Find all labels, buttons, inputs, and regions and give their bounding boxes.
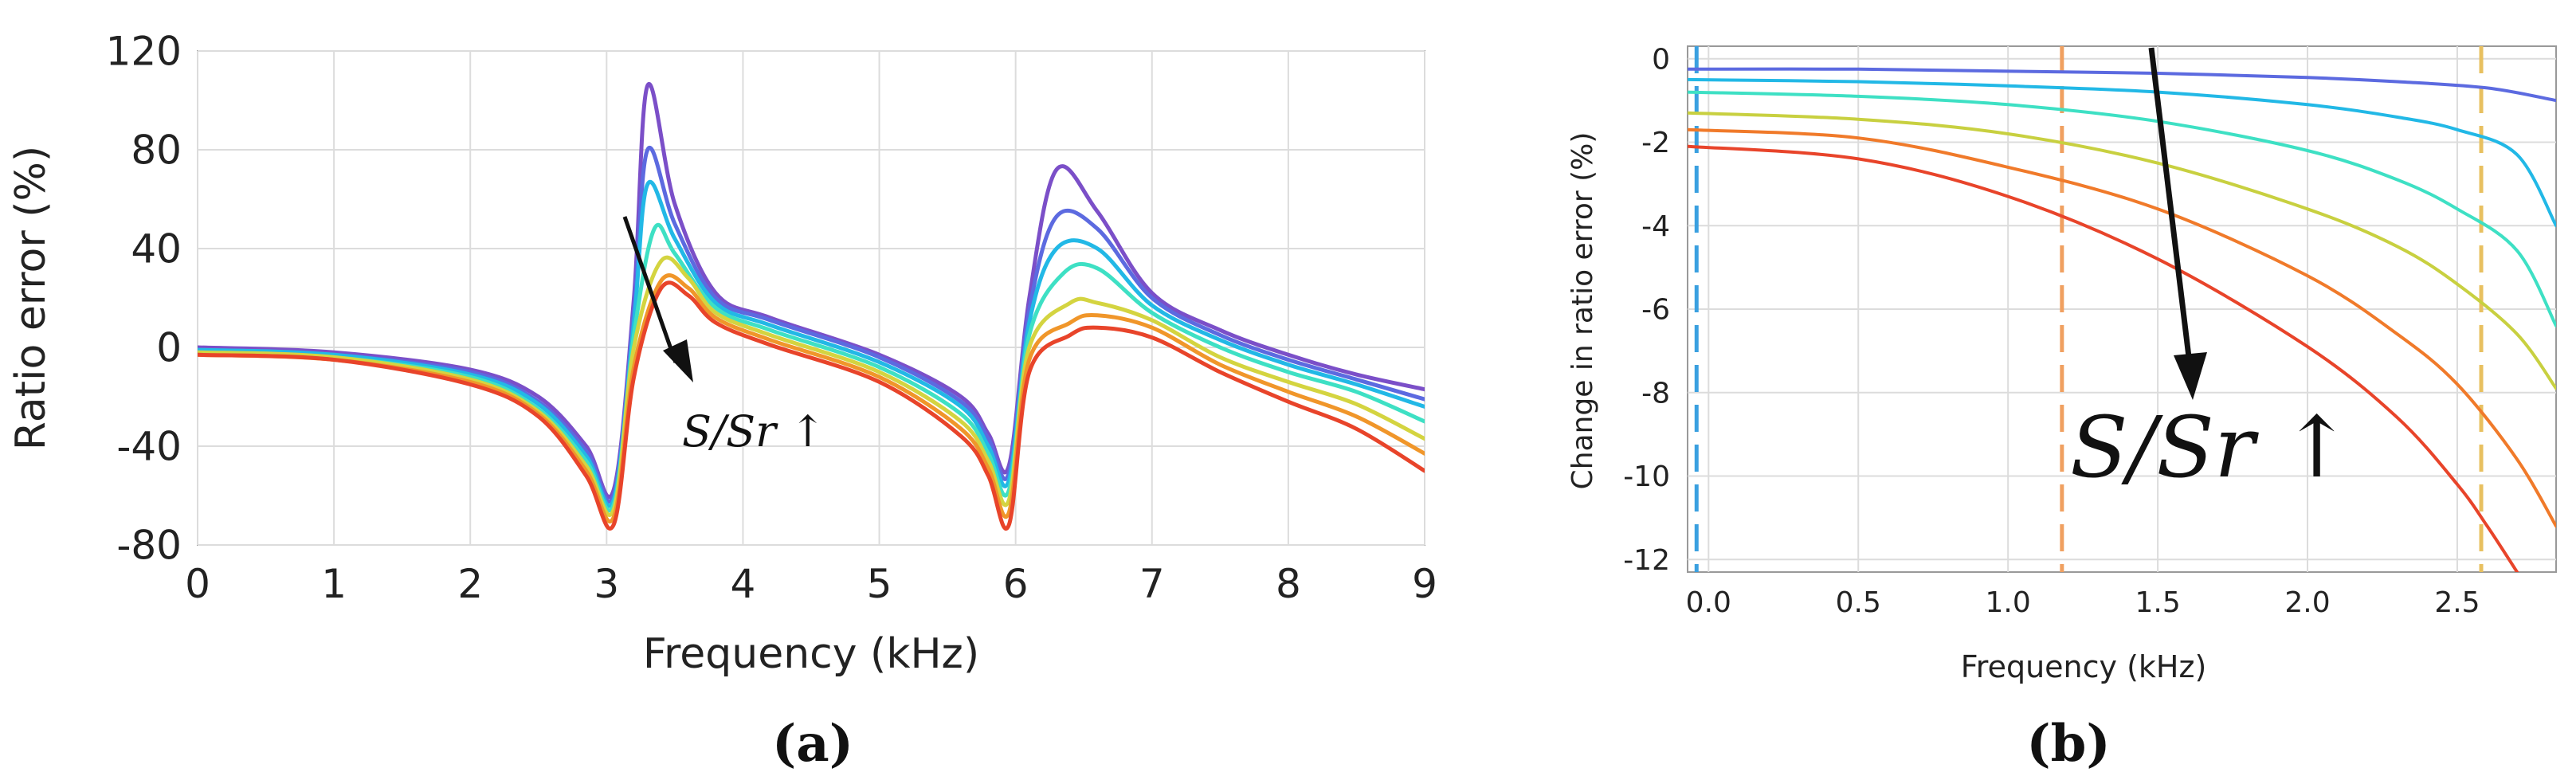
x-tick-label: 1.0 (1986, 586, 2031, 619)
x-tick-label: 0.5 (1836, 586, 1881, 619)
series-line-curve-3 (1688, 90, 2556, 327)
x-tick-label: 9 (1412, 561, 1437, 607)
series-b (1688, 67, 2556, 572)
x-tick-label: 1.5 (2135, 586, 2180, 619)
series-line-curve-2 (198, 145, 1425, 504)
y-tick-label: -2 (1641, 127, 1670, 159)
x-tick-label: 0 (185, 561, 210, 607)
y-tick-label: -8 (1641, 377, 1670, 410)
grid-b (1688, 46, 2556, 572)
y-tick-label: 0 (156, 325, 182, 371)
y-tick-label: 0 (1652, 43, 1670, 76)
series-line-curve-5 (1688, 127, 2556, 528)
x-tick-label: 2.0 (2284, 586, 2330, 619)
series-line-curve-6 (1688, 144, 2519, 572)
y-tick-label: -6 (1641, 294, 1670, 327)
annotation-arrowhead-b (2174, 352, 2207, 400)
x-tick-label: 7 (1139, 561, 1165, 607)
x-tick-label: 1 (321, 561, 347, 607)
reference-lines-b (1694, 46, 2484, 572)
annotation-label-b: S/Sr ↑ (2070, 398, 2352, 496)
y-tick-label: -12 (1623, 544, 1670, 577)
series-a (198, 81, 1425, 531)
series-line-curve-3 (198, 179, 1425, 508)
x-ticks-a: 0 1 2 3 4 5 6 7 8 9 (185, 561, 1437, 607)
y-tick-label: 80 (131, 127, 182, 174)
x-tick-label: 6 (1003, 561, 1029, 607)
x-tick-label: 2 (457, 561, 483, 607)
annotation-arrow-a (622, 216, 678, 363)
series-line-curve-4 (198, 222, 1425, 513)
y-axis-label-b: Change in ratio error (%) (1566, 132, 1599, 490)
y-tick-label: -40 (116, 424, 182, 470)
series-line-curve-7 (198, 280, 1425, 531)
x-ticks-b: 0.0 0.5 1.0 1.5 2.0 2.5 (1686, 586, 2480, 619)
x-tick-label: 8 (1276, 561, 1301, 607)
y-tick-label: 120 (106, 29, 182, 75)
caption-a: (a) (772, 714, 853, 774)
series-line-curve-1 (1688, 67, 2556, 103)
annotation-arrow-b (2148, 47, 2193, 364)
x-tick-label: 0.0 (1686, 586, 1731, 619)
x-axis-label-a: Frequency (kHz) (643, 630, 979, 678)
caption-b: (b) (2026, 714, 2110, 774)
annotation-label-a: S/Sr ↑ (682, 406, 825, 457)
x-tick-label: 3 (594, 561, 619, 607)
x-tick-label: 4 (731, 561, 756, 607)
panel-a: 0 1 2 3 4 5 6 7 8 9 -80 -40 0 40 80 120 Frequency (kHz… (7, 29, 1437, 774)
y-tick-label: -10 (1623, 461, 1670, 493)
panel-b: 0.0 0.5 1.0 1.5 2.0 2.5 0 -2 -4 -6 -8 -10 -12 Frequ… (1566, 43, 2557, 774)
y-ticks-b: 0 -2 -4 -6 -8 -10 -12 (1623, 43, 1670, 577)
y-ticks-a: -80 -40 0 40 80 120 (106, 29, 182, 569)
series-line-curve-1 (198, 81, 1425, 500)
y-axis-label-a: Ratio error (%) (7, 146, 55, 450)
y-tick-label: -80 (116, 523, 182, 569)
y-tick-label: -4 (1641, 210, 1670, 243)
series-line-curve-2 (1688, 77, 2556, 228)
x-axis-label-b: Frequency (kHz) (1961, 649, 2207, 684)
y-tick-label: 40 (131, 226, 182, 272)
plot-area-a (197, 50, 1425, 546)
annotation-arrowhead-a (663, 339, 693, 382)
x-tick-label: 5 (867, 561, 892, 607)
x-tick-label: 2.5 (2434, 586, 2480, 619)
series-line-curve-4 (1688, 111, 2556, 390)
